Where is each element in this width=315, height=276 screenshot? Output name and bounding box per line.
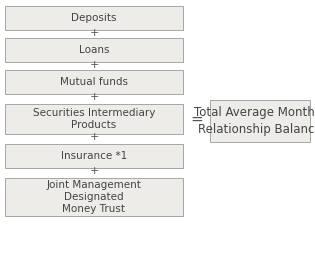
Text: Deposits: Deposits xyxy=(71,13,117,23)
FancyBboxPatch shape xyxy=(5,70,183,94)
Text: Securities Intermediary
Products: Securities Intermediary Products xyxy=(33,108,155,130)
FancyBboxPatch shape xyxy=(5,6,183,30)
FancyBboxPatch shape xyxy=(5,104,183,134)
Text: Mutual funds: Mutual funds xyxy=(60,77,128,87)
Text: +: + xyxy=(89,132,99,142)
Text: +: + xyxy=(89,28,99,38)
Text: Loans: Loans xyxy=(79,45,109,55)
Text: +: + xyxy=(89,92,99,102)
Text: Insurance *1: Insurance *1 xyxy=(61,151,127,161)
FancyBboxPatch shape xyxy=(210,100,310,142)
Text: Joint Management
Designated
Money Trust: Joint Management Designated Money Trust xyxy=(47,180,141,214)
FancyBboxPatch shape xyxy=(5,178,183,216)
Text: Total Average Monthly
Relationship Balance: Total Average Monthly Relationship Balan… xyxy=(194,106,315,136)
FancyBboxPatch shape xyxy=(5,144,183,168)
Text: =: = xyxy=(191,112,203,126)
FancyBboxPatch shape xyxy=(5,38,183,62)
Text: +: + xyxy=(89,166,99,176)
Text: +: + xyxy=(89,60,99,70)
